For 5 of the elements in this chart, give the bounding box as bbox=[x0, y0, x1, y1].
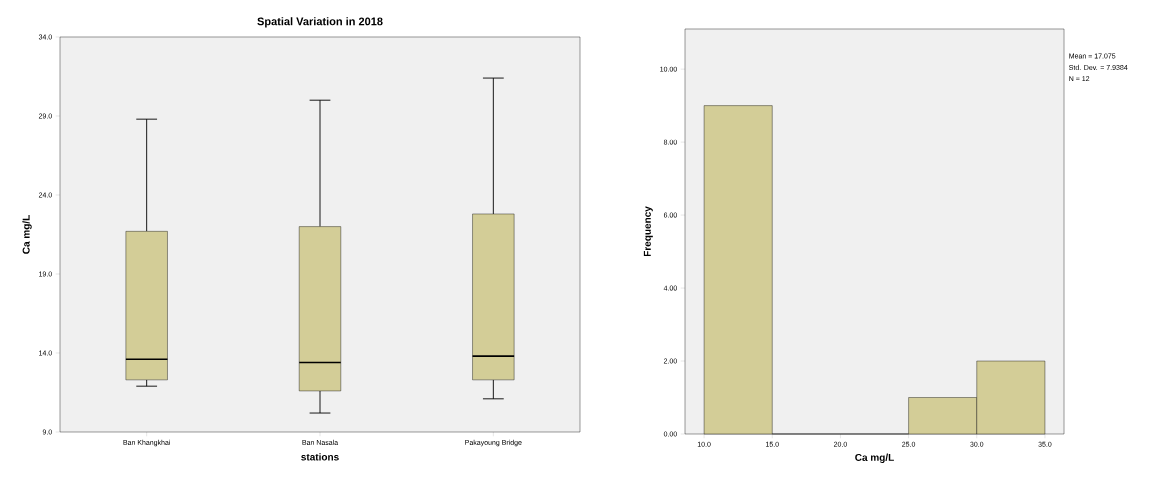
y-axis-title: Ca mg/L bbox=[22, 215, 32, 254]
y-axis-title: Frequency bbox=[643, 206, 653, 257]
x-axis-title: stations bbox=[301, 453, 339, 461]
chart-title: Spatial Variation in 2018 bbox=[257, 17, 383, 28]
x-axis-title: Ca mg/L bbox=[855, 453, 894, 463]
